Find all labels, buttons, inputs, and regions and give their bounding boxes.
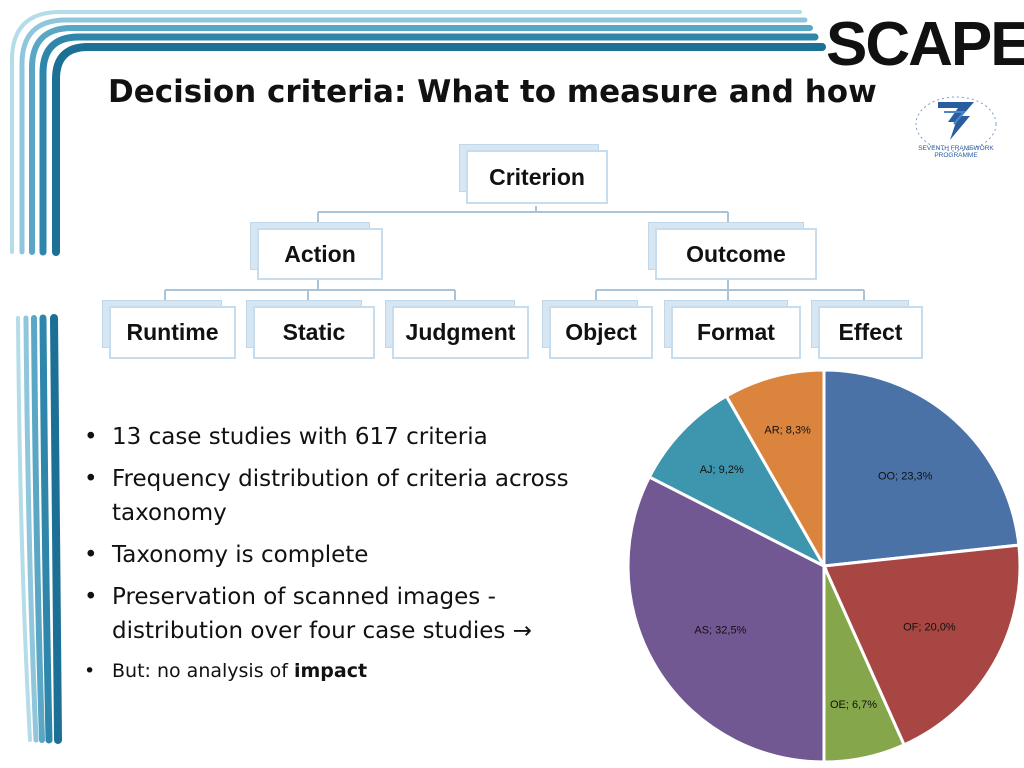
pie-label-of: OF; 20,0% xyxy=(903,622,956,634)
pie-label-as: AS; 32,5% xyxy=(694,624,746,636)
swoosh-line-top xyxy=(10,10,802,254)
pie-label-aj: AJ; 9,2% xyxy=(700,464,744,476)
pie-slice-of xyxy=(821,543,1022,747)
pie-slice-aj xyxy=(647,394,828,570)
node-action-label: Action xyxy=(257,228,383,280)
node-static-label: Static xyxy=(253,306,375,359)
right-arrow-icon: → xyxy=(512,618,532,644)
swoosh-line-top xyxy=(52,43,826,256)
swoosh-line-bottom xyxy=(50,314,62,744)
taxonomy-connectors xyxy=(164,206,865,306)
swoosh-line-bottom xyxy=(23,315,39,743)
bullet-text-prefix: But: no analysis of xyxy=(112,660,294,682)
node-object-label: Object xyxy=(549,306,653,359)
bullet-text: 13 case studies with 617 criteria xyxy=(112,424,488,450)
root-connector xyxy=(317,206,729,228)
slide-title: Decision criteria: What to measure and h… xyxy=(108,74,877,110)
action-connector xyxy=(164,280,456,306)
pie-label-oe: OE; 6,7% xyxy=(830,699,877,711)
pie-slice-oo xyxy=(822,368,1021,568)
scape-logo: SCAPE xyxy=(826,10,1024,79)
swoosh-line-top xyxy=(29,25,813,255)
bullet-item: 13 case studies with 617 criteria xyxy=(84,420,584,454)
pie-label-ar: AR; 8,3% xyxy=(764,425,811,437)
decorative-swoosh xyxy=(10,10,826,744)
fp7-logo: SEVENTH FRAMEWORK PROGRAMME xyxy=(915,96,997,159)
swoosh-line-bottom xyxy=(31,315,45,743)
node-effect-label: Effect xyxy=(818,306,923,359)
pie-slice-as xyxy=(626,474,826,764)
bullet-item: Taxonomy is complete xyxy=(84,538,584,572)
swoosh-line-top xyxy=(39,33,819,256)
bullet-text: Taxonomy is complete xyxy=(112,542,369,568)
bullet-list: 13 case studies with 617 criteria Freque… xyxy=(84,420,584,694)
node-outcome-label: Outcome xyxy=(655,228,817,280)
swoosh-line-top xyxy=(19,17,808,255)
bullet-item: But: no analysis of impact xyxy=(84,656,584,686)
swoosh-line-bottom xyxy=(39,314,53,744)
pie-chart: OO; 23,3% OF; 20,0% OE; 6,7% AS; 32,5% AJ; 9… xyxy=(626,368,1022,764)
outcome-connector xyxy=(595,280,865,306)
fp7-line1: SEVENTH FRAMEWORK xyxy=(918,145,994,152)
pie-slice-ar xyxy=(724,368,826,572)
node-format-label: Format xyxy=(671,306,801,359)
node-judgment-label: Judgment xyxy=(392,306,529,359)
fp7-line2: PROGRAMME xyxy=(934,152,978,159)
bullet-text: Frequency distribution of criteria acros… xyxy=(112,466,569,526)
swoosh-line-bottom xyxy=(16,316,32,742)
node-runtime-label: Runtime xyxy=(109,306,236,359)
bullet-text-bold: impact xyxy=(294,660,368,682)
bullet-item: Preservation of scanned images - distrib… xyxy=(84,580,584,648)
bullet-text: Preservation of scanned images - distrib… xyxy=(112,584,506,644)
bullet-item: Frequency distribution of criteria acros… xyxy=(84,462,584,530)
node-criterion-label: Criterion xyxy=(466,150,608,204)
pie-label-oo: OO; 23,3% xyxy=(878,471,933,483)
